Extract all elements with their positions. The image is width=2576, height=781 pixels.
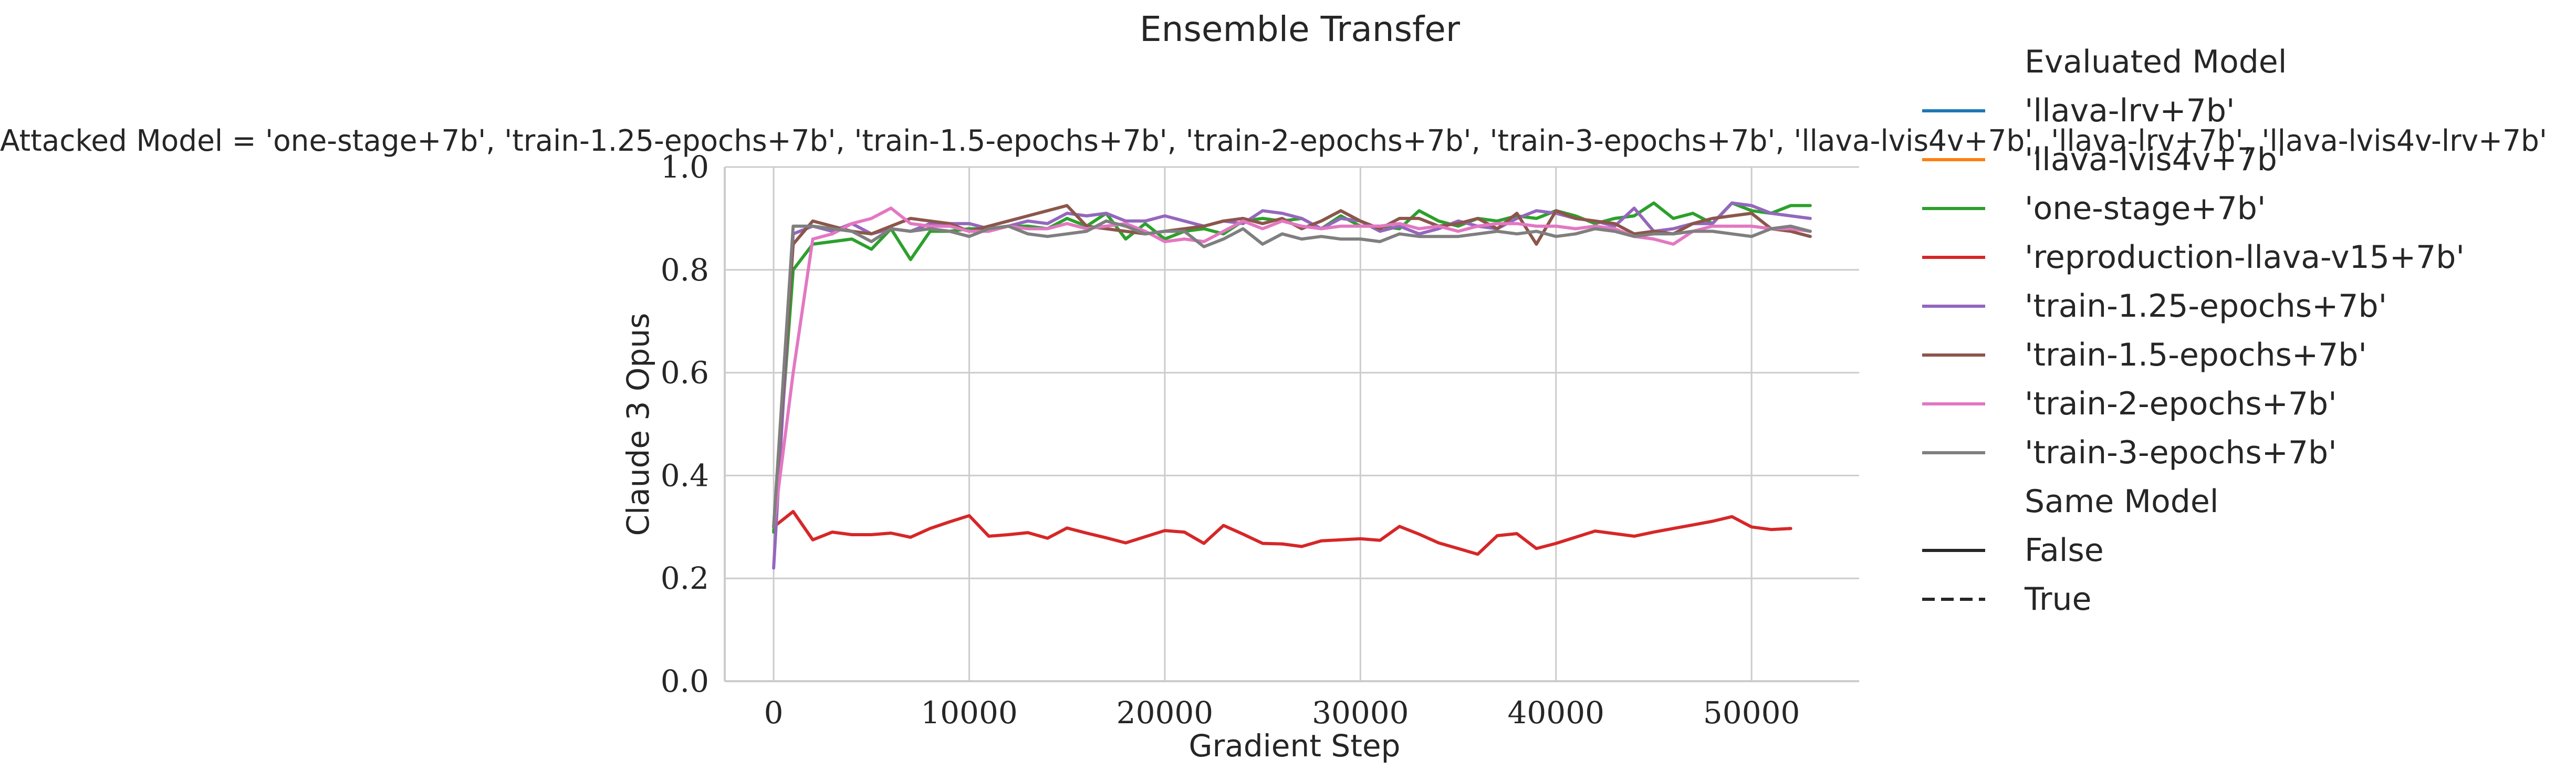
x-tick-label-5: 50000 <box>1703 695 1800 731</box>
series-line-5 <box>772 219 1812 529</box>
legend-label-5: 'train-1.5-epochs+7b' <box>2025 337 2367 373</box>
y-tick-label-1: 0.2 <box>661 560 709 596</box>
legend-style-title: Same Model <box>2025 483 2218 520</box>
y-axis-label: Claude 3 Opus <box>620 313 656 536</box>
series-line-1 <box>772 509 1792 556</box>
grid <box>725 166 1859 682</box>
x-tick-label-1: 10000 <box>921 695 1018 731</box>
legend-hue-title: Evaluated Model <box>2025 44 2287 80</box>
y-tick-label-3: 0.6 <box>661 355 709 391</box>
chart-title: Ensemble Transfer <box>1140 9 1461 49</box>
x-tick-label-0: 0 <box>764 695 784 731</box>
series-group <box>772 201 1812 570</box>
legend-label-7: 'train-3-epochs+7b' <box>2025 434 2337 471</box>
legend-style-label-0: False <box>2025 532 2104 569</box>
legend-label-3: 'reproduction-llava-v15+7b' <box>2025 239 2465 276</box>
y-tick-label-4: 0.8 <box>661 252 709 288</box>
legend-label-0: 'llava-lrv+7b' <box>2025 92 2235 129</box>
x-axis-label: Gradient Step <box>1189 728 1401 764</box>
y-tick-label-5: 1.0 <box>661 149 709 185</box>
axes: 0.0 0.2 0.4 0.6 0.8 1.0 0 10000 20000 30000 40000 5… <box>661 149 1859 731</box>
y-tick-label-2: 0.4 <box>661 457 709 493</box>
legend-style-label-1: True <box>2024 581 2091 618</box>
y-tick-label-0: 0.0 <box>661 663 709 699</box>
x-tick-label-4: 40000 <box>1508 695 1605 731</box>
legend-label-1: 'llava-lvis4v+7b' <box>2025 141 2286 178</box>
x-tick-label-3: 30000 <box>1312 695 1409 731</box>
chart-subtitle: Attacked Model = 'one-stage+7b', 'train-… <box>0 124 2547 158</box>
legend-label-2: 'one-stage+7b' <box>2025 190 2266 227</box>
legend-label-4: 'train-1.25-epochs+7b' <box>2025 288 2387 325</box>
legend: Evaluated Model 'llava-lrv+7b' 'llava-lvis… <box>1922 44 2465 618</box>
x-tick-label-2: 20000 <box>1117 695 1214 731</box>
legend-label-6: 'train-2-epochs+7b' <box>2025 386 2337 422</box>
